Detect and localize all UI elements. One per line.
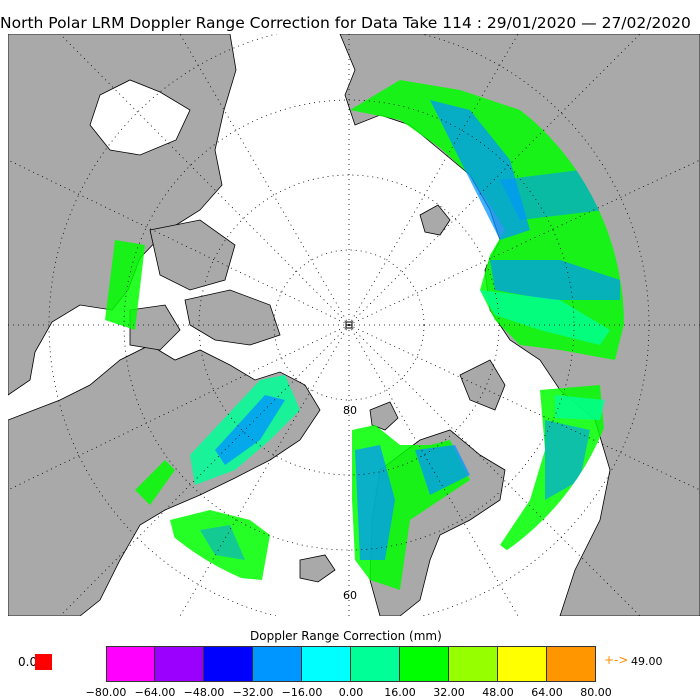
swath-fram-blue-2	[415, 445, 470, 495]
colorbar-max-value: 49.00	[631, 655, 663, 668]
swath-hudson	[135, 460, 175, 505]
colorbar-swatch	[547, 647, 596, 681]
colorbar-tick-label: 64.00	[531, 686, 563, 699]
colorbar-tick-label: −48.00	[183, 686, 225, 699]
colorbar-title: Doppler Range Correction (mm)	[250, 629, 442, 643]
colorbar-tick-label: −80.00	[85, 686, 127, 699]
colorbar-swatch	[302, 647, 351, 681]
colorbar-tick-label: −64.00	[134, 686, 176, 699]
swath-siberia-blue-2	[490, 260, 620, 300]
map-title: North Polar LRM Doppler Range Correction…	[0, 14, 691, 32]
colorbar-tick-label: 0.00	[338, 686, 364, 699]
land-novaya-zemlya	[459, 359, 506, 411]
graticule	[8, 34, 700, 616]
land-severnaya-zemlya	[419, 204, 451, 236]
colorbar-swatch	[106, 647, 155, 681]
land-greenland-notch	[89, 79, 191, 156]
latitude-label-80: 80	[343, 404, 357, 417]
colorbar-tick-label: 32.00	[433, 686, 465, 699]
land-island-victoria	[129, 304, 181, 351]
swath-canada-strip	[105, 240, 145, 330]
swath-baffin-blue	[215, 395, 285, 465]
colorbar-tick-label: 48.00	[482, 686, 514, 699]
colorbar-swatch	[498, 647, 547, 681]
land-iceland	[299, 554, 336, 583]
colorbar-swatch	[351, 647, 400, 681]
colorbar-swatch	[155, 647, 204, 681]
colorbar-tick-label: 16.00	[384, 686, 416, 699]
colorbar-swatch	[449, 647, 498, 681]
colorbar-min-swatch	[35, 654, 52, 670]
colorbar-max-arrow: +->	[604, 653, 629, 667]
swath-fram-blue	[355, 445, 395, 560]
colorbar-tick-label: 80.00	[580, 686, 612, 699]
swath-siberia-blue-1	[430, 100, 530, 240]
land-island-ellesmere	[184, 289, 281, 346]
colorbar-swatch	[400, 647, 449, 681]
colorbar-tick-label: −16.00	[281, 686, 323, 699]
colorbar-swatch	[204, 647, 253, 681]
latitude-label-60: 60	[343, 589, 357, 602]
colorbar-tick-label: −32.00	[232, 686, 274, 699]
colorbar	[106, 646, 596, 682]
land-svalbard	[369, 401, 399, 431]
colorbar-swatch	[253, 647, 302, 681]
swath-labrador-blue	[200, 525, 245, 560]
swath-siberia-cyan	[480, 290, 610, 345]
polar-map: 80 60	[8, 34, 700, 616]
land-island-baffin	[149, 219, 236, 291]
swath-kara-small	[555, 395, 605, 420]
swath-siberia-blue-3	[500, 170, 605, 220]
colorbar-min-value: 0.0	[18, 655, 38, 669]
pole-cross-marker	[345, 321, 353, 329]
